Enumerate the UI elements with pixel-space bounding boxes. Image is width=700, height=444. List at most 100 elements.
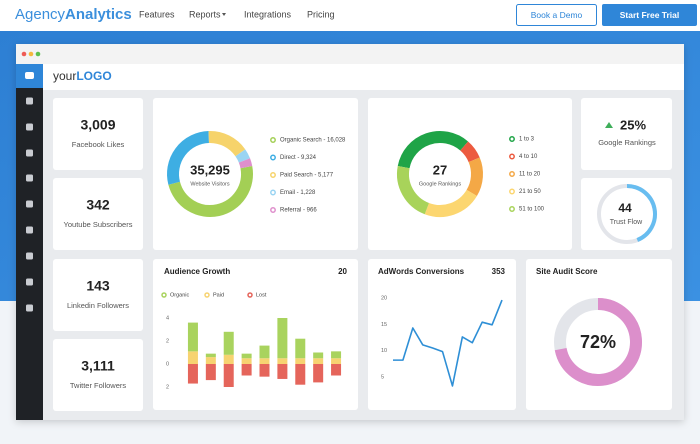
legend-dot [270, 154, 276, 161]
trend-up-icon [605, 122, 613, 128]
donut-segment [168, 165, 253, 217]
legend-label: 21 to 50 [519, 189, 541, 195]
stat-value: 342 [86, 197, 110, 213]
legend-label: 51 to 100 [519, 207, 545, 213]
dropdown-caret [222, 13, 226, 16]
legend-dot [204, 292, 210, 298]
stat-label: Google Rankings [598, 138, 656, 147]
legend-label: Lost [256, 292, 267, 298]
sidebar-icon[interactable] [26, 252, 33, 260]
y-tick-label: 2 [166, 338, 169, 344]
free-trial-button[interactable] [602, 4, 697, 26]
y-tick-label: 10 [381, 348, 387, 354]
legend-dot [509, 153, 515, 160]
legend-dot [509, 171, 515, 177]
sidebar-icon[interactable] [26, 226, 33, 234]
button-text[interactable]: Book a Demo [531, 10, 583, 20]
donut-segment [460, 141, 480, 163]
card [53, 98, 143, 170]
bar-segment [241, 364, 252, 376]
logo-part: your [53, 69, 76, 83]
donut-segment [235, 149, 251, 163]
bar-segment [277, 364, 288, 379]
bar-segment [313, 358, 324, 364]
bar-segment [313, 364, 324, 383]
y-tick-label: 4 [166, 315, 169, 321]
nav-link[interactable]: Integrations [244, 9, 292, 19]
bar-segment [187, 322, 198, 352]
sidebar-icon[interactable] [26, 200, 33, 208]
legend-dot [509, 188, 515, 195]
window-titlebar [16, 44, 684, 64]
client-logo: yourLOGO [53, 69, 112, 83]
legend-dot [509, 206, 515, 212]
brand-logo[interactable]: AgencyAnalytics [15, 6, 132, 23]
bar-segment [223, 364, 234, 387]
book-demo-button[interactable] [516, 4, 597, 26]
sidebar-icon[interactable] [26, 174, 33, 182]
sidebar-icon[interactable] [26, 278, 33, 286]
legend-label: 1 to 3 [519, 137, 535, 143]
sidebar-icon[interactable] [26, 97, 33, 105]
y-tick-label: 20 [381, 295, 387, 301]
ring-value [554, 298, 642, 386]
logo-part[interactable]: Analytics [65, 6, 132, 23]
legend-label: 11 to 20 [519, 172, 541, 178]
stat-label: Facebook Likes [72, 140, 125, 149]
bar-segment [331, 351, 342, 359]
stat-value: 3,111 [81, 358, 115, 374]
donut-segment [208, 131, 246, 157]
nav-link[interactable]: Pricing [307, 9, 335, 19]
card [581, 98, 672, 170]
window-dot [35, 51, 41, 57]
stat-label: Trust Flow [610, 219, 643, 226]
score-label: 72% [580, 332, 616, 352]
legend-dot [270, 172, 276, 178]
sidebar-icon[interactable] [26, 123, 33, 131]
button-text[interactable]: Start Free Trial [620, 10, 680, 20]
nav-link[interactable]: Features [139, 9, 175, 19]
stat-label: Twitter Followers [70, 381, 127, 390]
ring-value [626, 184, 657, 242]
donut-segment [397, 165, 430, 215]
sidebar-icon[interactable] [25, 72, 34, 79]
card [53, 339, 143, 411]
logo-part[interactable]: Agency [15, 6, 66, 23]
y-tick-label: 15 [381, 322, 387, 328]
window-dot [21, 51, 27, 57]
card [368, 98, 572, 250]
logo-part: LOGO [76, 69, 111, 83]
legend-dot [270, 189, 276, 196]
bar-segment [223, 331, 234, 355]
bar-segment [259, 358, 270, 364]
stat-label: Linkedin Followers [67, 301, 129, 310]
legend-label: Email - 1,228 [280, 190, 316, 196]
nav-link[interactable]: Reports [189, 9, 221, 19]
donut-title: Google Rankings [419, 181, 461, 187]
sidebar-icon[interactable] [26, 304, 33, 312]
donut-segment [397, 131, 469, 169]
sidebar-icon[interactable] [26, 149, 33, 157]
stat-label: Youtube Subscribers [64, 220, 133, 229]
bar-segment [223, 354, 234, 364]
legend-dot [247, 292, 253, 298]
bar-segment [277, 318, 288, 359]
bar-segment [205, 364, 216, 381]
stat-value: 143 [86, 278, 110, 294]
card [53, 259, 143, 331]
donut-total: 27 [433, 162, 447, 177]
card [153, 259, 358, 410]
card-title: AdWords Conversions [378, 267, 465, 276]
data-line [393, 299, 503, 387]
donut-segment [466, 157, 483, 197]
bar-segment [259, 364, 270, 377]
legend-label: Organic [170, 292, 190, 298]
bar-segment [331, 358, 342, 364]
bar-segment [187, 351, 198, 364]
bar-segment [295, 364, 306, 385]
y-tick-label: 2 [166, 384, 169, 390]
legend-label: 4 to 10 [519, 154, 538, 160]
legend-dot [270, 207, 276, 213]
card-total: 20 [338, 267, 347, 276]
legend-dot [270, 137, 276, 143]
